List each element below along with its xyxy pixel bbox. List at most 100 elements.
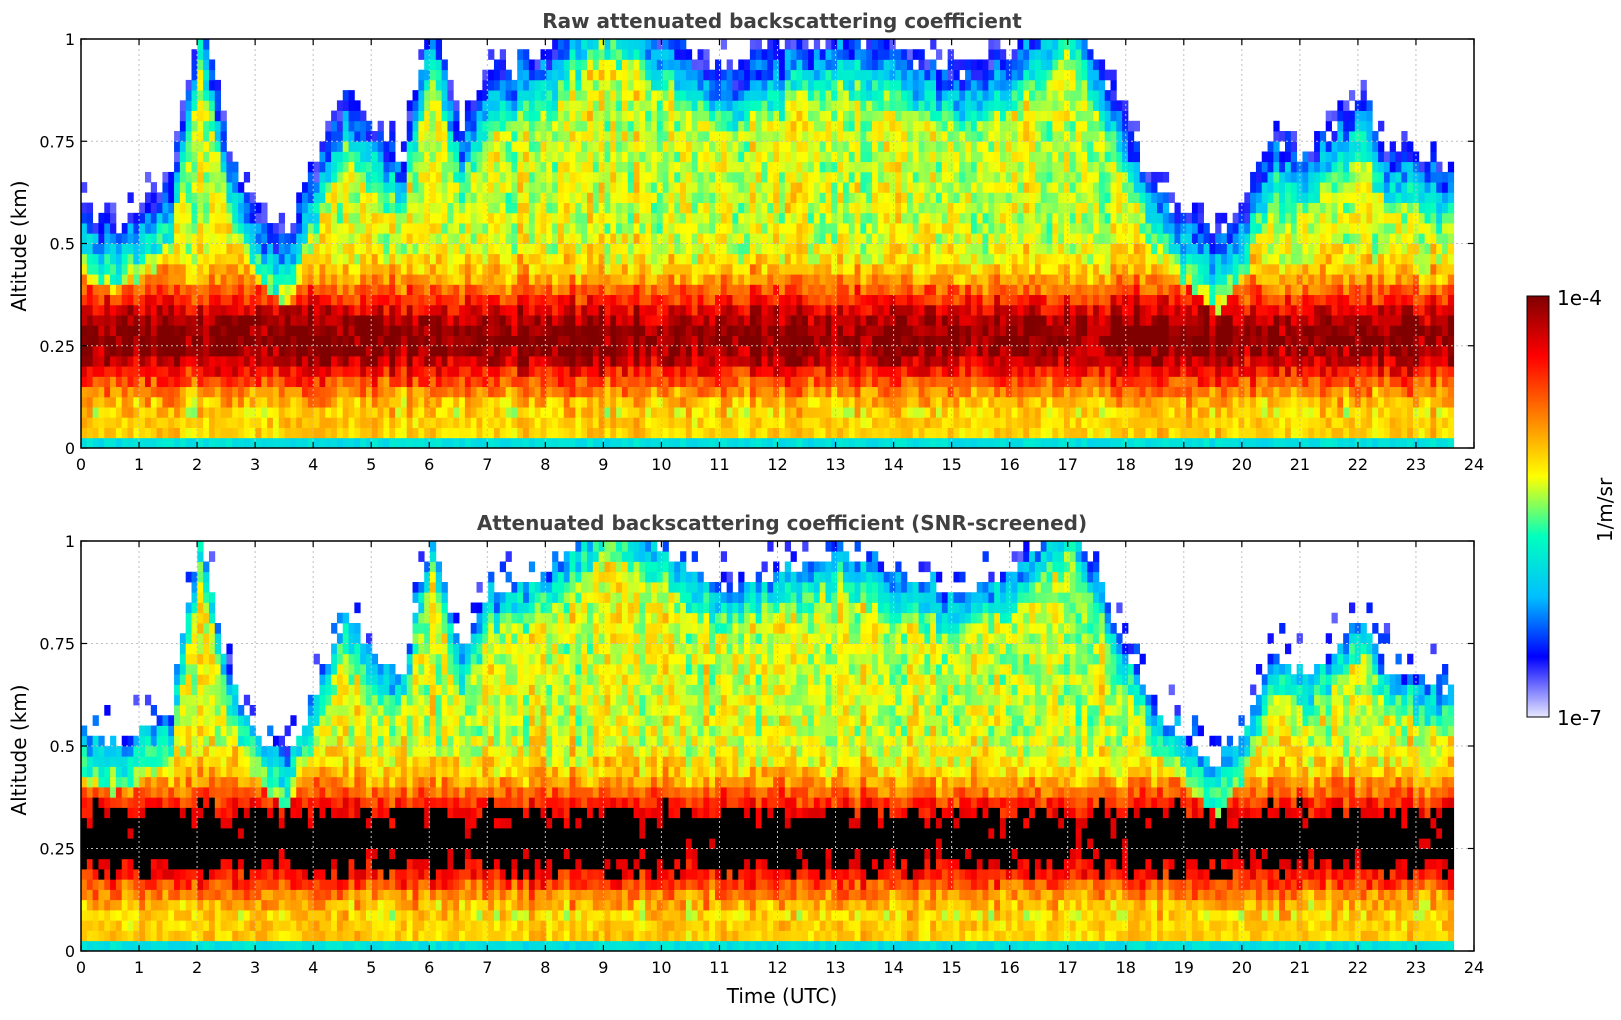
heatmap-cell (546, 345, 553, 357)
heatmap-cell (662, 120, 669, 132)
heatmap-cell (691, 192, 698, 203)
heatmap-cell (581, 212, 588, 224)
heatmap-cell (406, 141, 413, 152)
heatmap-cell (877, 304, 885, 316)
heatmap-cell (819, 335, 826, 347)
heatmap-cell (366, 284, 373, 296)
heatmap-cell (877, 427, 885, 439)
heatmap-cell (459, 141, 466, 152)
heatmap-cell (749, 325, 757, 336)
heatmap-cell (738, 243, 745, 255)
heatmap-cell (255, 274, 262, 285)
heatmap-cell (732, 243, 739, 255)
heatmap-cell (598, 294, 605, 306)
heatmap-cell (115, 304, 123, 316)
heatmap-cell (842, 417, 850, 428)
heatmap-cell (604, 233, 611, 244)
heatmap-cell (656, 110, 664, 122)
heatmap-cell (552, 212, 559, 224)
heatmap-cell (860, 182, 867, 193)
heatmap-cell (267, 274, 274, 285)
heatmap-cell (912, 274, 919, 285)
heatmap-cell (616, 396, 623, 408)
heatmap-cell (627, 202, 634, 214)
heatmap-cell (429, 325, 437, 336)
heatmap-cell (889, 366, 896, 377)
heatmap-cell (325, 182, 332, 193)
heatmap-cell (546, 304, 553, 316)
heatmap-cell (464, 223, 472, 234)
heatmap-cell (389, 396, 396, 408)
heatmap-cell (493, 396, 501, 408)
heatmap-cell (342, 366, 349, 377)
heatmap-cell (877, 100, 885, 111)
heatmap-cell (208, 417, 216, 428)
heatmap-cell (581, 253, 588, 265)
heatmap-cell (127, 437, 134, 449)
heatmap-cell (476, 223, 483, 234)
heatmap-cell (453, 182, 460, 193)
heatmap-cell (802, 212, 809, 224)
heatmap-cell (552, 171, 559, 183)
heatmap-cell (709, 325, 716, 336)
heatmap-cell (272, 396, 280, 408)
heatmap-cell (284, 345, 291, 357)
heatmap-cell (790, 345, 797, 357)
heatmap-cell (517, 202, 524, 214)
heatmap-cell (784, 253, 792, 265)
heatmap-cell (470, 315, 477, 326)
heatmap-cell (749, 59, 757, 71)
heatmap-cell (406, 294, 413, 306)
heatmap-cell (360, 396, 367, 408)
heatmap-cell (371, 131, 379, 142)
heatmap-cell (272, 274, 280, 285)
heatmap-cell (575, 223, 582, 234)
heatmap-cell (174, 202, 181, 214)
heatmap-cell (191, 253, 198, 265)
heatmap-cell (755, 223, 762, 234)
heatmap-cell (98, 263, 105, 275)
heatmap-cell (621, 202, 629, 214)
heatmap-cell (895, 304, 902, 316)
heatmap-cell (842, 366, 850, 377)
heatmap-cell (761, 345, 768, 357)
heatmap-cell (587, 39, 594, 50)
heatmap-cell (755, 212, 762, 224)
heatmap-cell (447, 437, 454, 449)
heatmap-cell (592, 304, 600, 316)
heatmap-cell (877, 141, 885, 152)
heatmap-cell (453, 325, 460, 336)
heatmap-cell (784, 39, 792, 50)
heatmap-cell (534, 396, 541, 408)
heatmap-cell (569, 335, 576, 347)
heatmap-cell (470, 263, 477, 275)
heatmap-cell (232, 274, 239, 285)
heatmap-cell (302, 427, 309, 439)
heatmap-cell (284, 233, 291, 244)
heatmap-cell (755, 233, 762, 244)
heatmap-cell (825, 192, 832, 203)
heatmap-cell (767, 39, 774, 50)
heatmap-cell (220, 233, 227, 244)
heatmap-cell (174, 386, 181, 398)
heatmap-cell (395, 171, 402, 183)
heatmap-cell (778, 386, 786, 398)
heatmap-cell (738, 355, 745, 367)
heatmap-cell (778, 366, 786, 377)
heatmap-cell (598, 427, 605, 439)
heatmap-cell (185, 335, 192, 347)
heatmap-cell (354, 243, 361, 255)
heatmap-cell (691, 274, 698, 285)
heatmap-cell (621, 417, 629, 428)
heatmap-cell (668, 161, 675, 173)
heatmap-cell (697, 304, 704, 316)
heatmap-cell (575, 90, 582, 101)
heatmap-cell (552, 376, 559, 388)
heatmap-cell (575, 79, 582, 91)
heatmap-cell (813, 233, 821, 244)
heatmap-cell (395, 335, 402, 347)
heatmap-cell (575, 345, 582, 357)
heatmap-cell (162, 427, 169, 439)
heatmap-cell (511, 100, 518, 111)
heatmap-cell (185, 90, 192, 101)
